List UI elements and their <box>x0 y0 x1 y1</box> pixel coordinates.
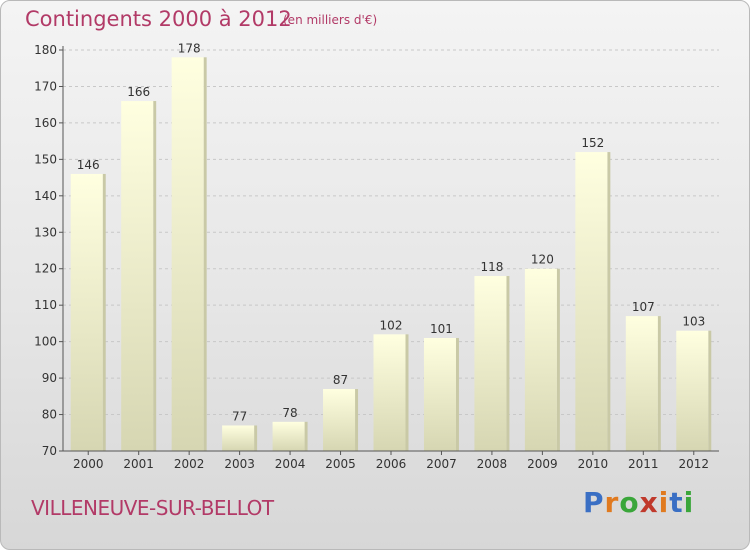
bar-2002 <box>171 57 204 452</box>
data-label: 118 <box>480 260 503 274</box>
bar-2006 <box>373 334 406 451</box>
logo-letter: i <box>658 486 670 519</box>
y-tick-label: 180 <box>34 43 57 57</box>
data-label: 103 <box>682 315 705 329</box>
bar-2007 <box>423 337 456 451</box>
bar-shade <box>102 173 106 452</box>
bar-shade <box>708 330 712 451</box>
bar-shade <box>506 276 510 451</box>
x-tick-label: 2001 <box>123 457 154 471</box>
data-label: 77 <box>232 409 247 423</box>
x-tick-label: 2011 <box>628 457 659 471</box>
bar-2005 <box>323 389 356 451</box>
logo-letter: o <box>619 486 640 519</box>
bar-shade <box>254 425 258 451</box>
y-tick-label: 140 <box>34 189 57 203</box>
x-tick-label: 2010 <box>578 457 609 471</box>
bar-2004 <box>272 421 305 451</box>
x-tick-label: 2008 <box>477 457 508 471</box>
bar-shade <box>455 337 459 451</box>
bar-2012 <box>676 330 709 451</box>
y-tick-label: 130 <box>34 225 57 239</box>
bar-shade <box>153 101 157 451</box>
bar-2010 <box>575 152 608 451</box>
bar-shade <box>203 57 207 452</box>
bar-2000 <box>70 173 103 452</box>
y-tick-label: 160 <box>34 116 57 130</box>
logo-letter: P <box>583 486 605 519</box>
y-tick-label: 150 <box>34 152 57 166</box>
data-label: 166 <box>127 85 150 99</box>
data-label: 120 <box>531 253 554 267</box>
chart-title: Contingents 2000 à 2012 <box>25 7 292 31</box>
y-tick-label: 100 <box>34 335 57 349</box>
x-tick-label: 2000 <box>73 457 104 471</box>
bar-2008 <box>474 276 507 451</box>
x-tick-label: 2007 <box>426 457 457 471</box>
y-tick-label: 70 <box>42 444 57 458</box>
data-label: 87 <box>333 373 348 387</box>
x-tick-label: 2005 <box>325 457 356 471</box>
y-tick-label: 120 <box>34 262 57 276</box>
logo-letter: x <box>639 486 659 519</box>
data-label: 178 <box>178 41 201 55</box>
y-tick-label: 90 <box>42 371 57 385</box>
bar-2009 <box>524 268 557 451</box>
bar-2011 <box>625 316 658 451</box>
bar-shade <box>607 152 611 451</box>
data-label: 152 <box>581 136 604 150</box>
data-label: 101 <box>430 322 453 336</box>
data-label: 146 <box>77 158 100 172</box>
bar-2003 <box>222 425 255 451</box>
x-tick-label: 2002 <box>174 457 205 471</box>
x-tick-label: 2009 <box>527 457 558 471</box>
data-label: 102 <box>380 318 403 332</box>
data-label: 78 <box>282 406 297 420</box>
bar-shade <box>355 389 359 451</box>
data-label: 107 <box>632 300 655 314</box>
x-tick-label: 2012 <box>678 457 709 471</box>
proxiti-logo[interactable]: Proxiti <box>583 486 694 519</box>
bar-shade <box>405 334 409 451</box>
bar-shade <box>657 316 661 451</box>
x-tick-label: 2003 <box>224 457 255 471</box>
location-name: VILLENEUVE-SUR-BELLOT <box>31 496 274 520</box>
logo-letter: t <box>669 486 684 519</box>
chart-subtitle: (en milliers d'€) <box>283 13 378 27</box>
logo-letter: i <box>683 486 695 519</box>
y-tick-label: 170 <box>34 79 57 93</box>
bar-2001 <box>121 101 154 451</box>
bar-shade <box>304 421 308 451</box>
logo-letter: r <box>604 486 620 519</box>
bar-shade <box>556 268 560 451</box>
x-tick-label: 2004 <box>275 457 306 471</box>
y-tick-label: 80 <box>42 408 57 422</box>
y-tick-label: 110 <box>34 298 57 312</box>
x-tick-label: 2006 <box>376 457 407 471</box>
